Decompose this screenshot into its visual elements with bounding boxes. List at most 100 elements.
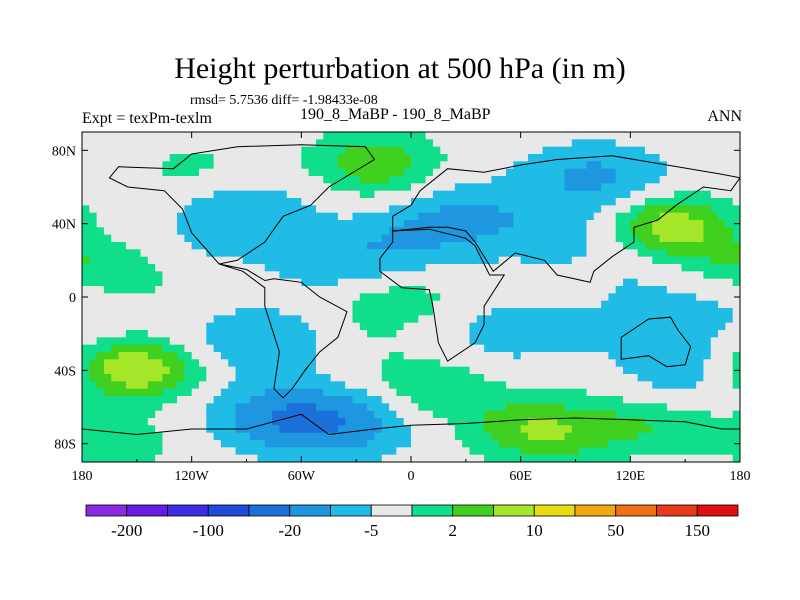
field-cell <box>615 388 624 397</box>
field-cell <box>623 271 631 280</box>
field-cell <box>323 146 331 155</box>
field-cell <box>315 381 324 390</box>
field-cell <box>601 366 609 375</box>
field-cell <box>542 410 551 419</box>
field-cell <box>688 271 697 280</box>
field-cell <box>228 154 236 162</box>
field-cell <box>637 168 646 177</box>
field-cell <box>652 205 660 214</box>
field-cell <box>659 190 668 199</box>
field-cell <box>169 374 178 382</box>
field-cell <box>520 132 529 140</box>
field-cell <box>513 176 522 184</box>
field-cell <box>637 161 646 170</box>
field-cell <box>520 293 529 302</box>
field-cell <box>564 410 573 419</box>
field-cell <box>674 388 682 397</box>
field-cell <box>725 293 734 302</box>
field-cell <box>608 418 617 426</box>
field-cell <box>623 447 631 456</box>
field-cell <box>330 381 339 390</box>
field-cell <box>608 168 617 177</box>
field-cell <box>315 205 324 214</box>
field-cell <box>564 352 573 360</box>
field-cell <box>257 264 266 272</box>
field-cell <box>498 425 507 434</box>
field-cell <box>652 396 660 404</box>
field-cell <box>564 198 573 206</box>
field-cell <box>396 176 405 184</box>
field-cell <box>220 256 229 265</box>
field-cell <box>279 418 288 426</box>
field-cell <box>440 352 448 360</box>
field-cell <box>491 278 500 287</box>
field-cell <box>103 315 112 324</box>
field-cell <box>147 374 156 382</box>
field-cell <box>352 337 361 346</box>
field-cell <box>593 168 602 177</box>
field-cell <box>666 330 675 338</box>
field-cell <box>140 132 149 140</box>
field-cell <box>535 447 543 456</box>
field-cell <box>242 410 251 419</box>
field-cell <box>177 315 185 324</box>
field-cell <box>286 359 295 368</box>
field-cell <box>564 322 573 331</box>
field-cell <box>703 154 712 162</box>
field-cell <box>659 264 668 272</box>
field-cell <box>294 374 302 382</box>
field-cell <box>681 308 690 316</box>
field-cell <box>703 300 712 309</box>
field-cell <box>315 344 324 353</box>
field-cell <box>535 264 543 272</box>
field-cell <box>367 410 375 419</box>
field-cell <box>155 300 163 309</box>
field-cell <box>564 161 573 170</box>
field-cell <box>652 308 660 316</box>
field-cell <box>454 403 463 412</box>
field-cell <box>155 454 163 462</box>
field-cell <box>389 264 397 272</box>
field-cell <box>623 278 631 287</box>
field-cell <box>601 176 609 184</box>
field-cell <box>484 183 492 192</box>
field-cell <box>374 278 383 287</box>
field-cell <box>352 454 361 462</box>
field-cell <box>177 403 185 412</box>
field-cell <box>286 300 295 309</box>
field-cell <box>447 330 456 338</box>
field-cell <box>345 293 353 302</box>
field-cell <box>725 271 734 280</box>
field-cell <box>140 293 149 302</box>
field-cell <box>294 322 302 331</box>
field-cell <box>257 381 266 390</box>
field-cell <box>111 388 119 397</box>
field-cell <box>111 315 119 324</box>
field-cell <box>527 139 536 148</box>
field-cell <box>564 205 573 214</box>
field-cell <box>140 154 149 162</box>
field-cell <box>235 381 244 390</box>
field-cell <box>381 190 390 199</box>
field-cell <box>337 366 346 375</box>
field-cell <box>330 440 339 448</box>
field-cell <box>710 359 719 368</box>
field-cell <box>630 278 639 287</box>
field-cell <box>718 403 726 412</box>
field-cell <box>674 396 682 404</box>
field-cell <box>608 154 617 162</box>
field-cell <box>506 418 514 426</box>
field-cell <box>608 344 617 353</box>
field-cell <box>235 440 244 448</box>
field-cell <box>286 264 295 272</box>
field-cell <box>571 278 580 287</box>
season-label: ANN <box>707 108 742 125</box>
field-cell <box>396 322 405 331</box>
field-cell <box>155 403 163 412</box>
field-cell <box>696 432 704 441</box>
field-cell <box>652 183 660 192</box>
field-cell <box>454 330 463 338</box>
field-cell <box>623 176 631 184</box>
field-cell <box>498 308 507 316</box>
field-cell <box>96 396 105 404</box>
